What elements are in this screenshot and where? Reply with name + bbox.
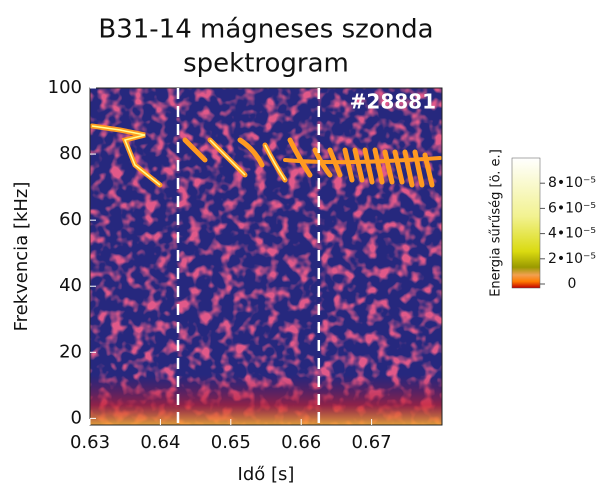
y-tick-label: 80 bbox=[59, 143, 82, 164]
y-tick-label: 40 bbox=[59, 275, 82, 296]
x-tick-label: 0.63 bbox=[70, 432, 110, 453]
y-tick-label: 100 bbox=[48, 77, 82, 98]
chart-title: spektrogram bbox=[183, 49, 349, 79]
y-tick-label: 60 bbox=[59, 209, 82, 230]
colorbar-tick-label: 4•10⁻⁵ bbox=[548, 226, 596, 242]
x-axis-label: Idő [s] bbox=[238, 464, 295, 485]
annotation: #28881 bbox=[350, 90, 436, 114]
plot-frame bbox=[89, 87, 443, 426]
x-tick-label: 0.65 bbox=[211, 432, 251, 453]
y-axis-label: Frekvencia [kHz] bbox=[11, 182, 32, 332]
y-tick-label: 0 bbox=[71, 407, 82, 428]
colorbar-label: Energia sűrűség [ö. e.] bbox=[489, 149, 504, 297]
colorbar-tick-label: 2•10⁻⁵ bbox=[548, 251, 596, 267]
spectrogram-image bbox=[89, 88, 442, 425]
x-tick-label: 0.64 bbox=[140, 432, 180, 453]
colorbar-tick-label: 0 bbox=[568, 276, 577, 292]
chart-title: B31-14 mágneses szonda bbox=[98, 15, 433, 45]
colorbar bbox=[511, 157, 541, 289]
colorbar-tick-label: 6•10⁻⁵ bbox=[548, 200, 596, 216]
colorbar-tick-label: 8•10⁻⁵ bbox=[548, 175, 596, 191]
x-tick-label: 0.66 bbox=[281, 432, 321, 453]
x-tick-label: 0.67 bbox=[352, 432, 392, 453]
y-tick-label: 20 bbox=[59, 341, 82, 362]
